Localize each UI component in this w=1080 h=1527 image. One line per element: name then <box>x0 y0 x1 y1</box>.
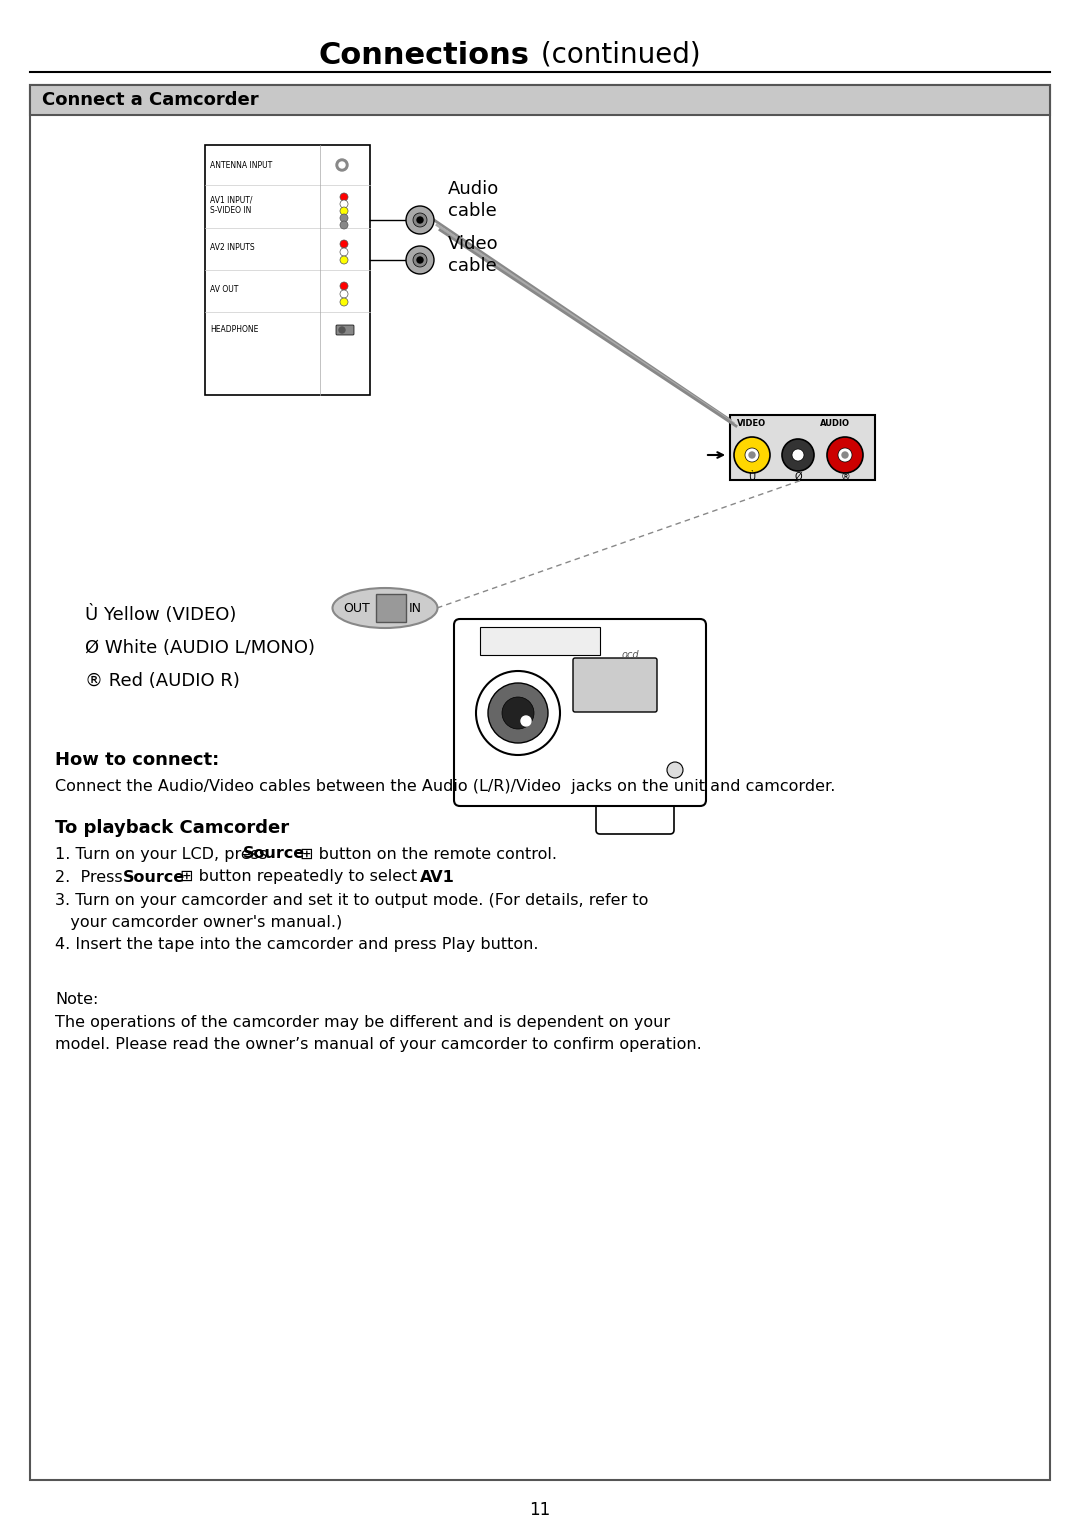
Circle shape <box>406 206 434 234</box>
FancyBboxPatch shape <box>454 618 706 806</box>
Circle shape <box>340 298 348 305</box>
Circle shape <box>842 452 848 458</box>
Text: OUT: OUT <box>343 602 370 614</box>
Circle shape <box>750 452 755 458</box>
Circle shape <box>502 696 534 728</box>
Text: AV OUT: AV OUT <box>210 286 239 295</box>
Text: (continued): (continued) <box>532 41 701 69</box>
Circle shape <box>340 214 348 221</box>
Text: Connect a Camcorder: Connect a Camcorder <box>42 92 258 108</box>
FancyBboxPatch shape <box>730 415 875 479</box>
Text: ⊞ button on the remote control.: ⊞ button on the remote control. <box>295 846 557 861</box>
Circle shape <box>667 762 683 777</box>
Circle shape <box>336 159 348 171</box>
FancyBboxPatch shape <box>596 747 674 834</box>
Text: VIDEO: VIDEO <box>738 418 767 428</box>
Text: 1. Turn on your LCD, press: 1. Turn on your LCD, press <box>55 846 272 861</box>
Circle shape <box>340 257 348 264</box>
Circle shape <box>782 438 814 470</box>
Text: Note:: Note: <box>55 993 98 1008</box>
Circle shape <box>339 327 345 333</box>
Text: The operations of the camcorder may be different and is dependent on your: The operations of the camcorder may be d… <box>55 1014 670 1029</box>
Circle shape <box>340 247 348 257</box>
Text: 11: 11 <box>529 1501 551 1519</box>
FancyBboxPatch shape <box>573 658 657 712</box>
Text: model. Please read the owner’s manual of your camcorder to confirm operation.: model. Please read the owner’s manual of… <box>55 1037 702 1052</box>
Text: Ù Yellow (VIDEO): Ù Yellow (VIDEO) <box>85 606 237 625</box>
Circle shape <box>792 449 804 461</box>
Text: 2.  Press: 2. Press <box>55 869 127 884</box>
Text: ocd: ocd <box>621 651 638 660</box>
Circle shape <box>838 447 852 463</box>
Text: ® Red (AUDIO R): ® Red (AUDIO R) <box>85 672 240 690</box>
Text: AUDIO: AUDIO <box>820 418 850 428</box>
FancyBboxPatch shape <box>205 145 370 395</box>
Circle shape <box>340 208 348 215</box>
Text: To playback Camcorder: To playback Camcorder <box>55 818 289 837</box>
Circle shape <box>734 437 770 473</box>
Text: AV1 INPUT/
S-VIDEO IN: AV1 INPUT/ S-VIDEO IN <box>210 195 253 215</box>
FancyBboxPatch shape <box>480 628 600 655</box>
Circle shape <box>521 716 531 725</box>
Text: Ø White (AUDIO L/MONO): Ø White (AUDIO L/MONO) <box>85 638 315 657</box>
Text: Video
cable: Video cable <box>448 235 499 275</box>
Circle shape <box>340 200 348 208</box>
Circle shape <box>340 282 348 290</box>
Circle shape <box>476 670 561 754</box>
Circle shape <box>413 253 427 267</box>
Text: ANTENNA INPUT: ANTENNA INPUT <box>210 160 272 169</box>
Circle shape <box>417 257 423 263</box>
Text: your camcorder owner's manual.): your camcorder owner's manual.) <box>55 915 342 930</box>
Circle shape <box>340 290 348 298</box>
Circle shape <box>339 162 345 168</box>
Text: AV2 INPUTS: AV2 INPUTS <box>210 243 255 252</box>
Circle shape <box>340 221 348 229</box>
Circle shape <box>488 683 548 744</box>
Circle shape <box>827 437 863 473</box>
Text: How to connect:: How to connect: <box>55 751 219 770</box>
Text: Ø: Ø <box>794 472 801 483</box>
Text: Connect the Audio/Video cables between the Audio (L/R)/Video  jacks on the unit : Connect the Audio/Video cables between t… <box>55 779 835 794</box>
Circle shape <box>417 217 423 223</box>
Ellipse shape <box>333 588 437 628</box>
FancyBboxPatch shape <box>30 86 1050 115</box>
Circle shape <box>745 447 759 463</box>
Text: ⊞ button repeatedly to select: ⊞ button repeatedly to select <box>175 869 422 884</box>
Text: 3. Turn on your camcorder and set it to output mode. (For details, refer to: 3. Turn on your camcorder and set it to … <box>55 892 648 907</box>
Circle shape <box>340 192 348 202</box>
Text: HEADPHONE: HEADPHONE <box>210 325 258 334</box>
Text: 4. Insert the tape into the camcorder and press Play button.: 4. Insert the tape into the camcorder an… <box>55 936 539 951</box>
Text: ®: ® <box>840 472 850 483</box>
Circle shape <box>340 240 348 247</box>
Text: Source: Source <box>243 846 306 861</box>
Text: Connections: Connections <box>319 41 530 70</box>
Text: Source: Source <box>123 869 186 884</box>
Text: Audio
cable: Audio cable <box>448 180 499 220</box>
Circle shape <box>406 246 434 273</box>
Circle shape <box>413 212 427 228</box>
FancyBboxPatch shape <box>376 594 406 621</box>
Text: .: . <box>448 869 454 884</box>
Text: IN: IN <box>408 602 421 614</box>
FancyBboxPatch shape <box>336 325 354 334</box>
Text: AV1: AV1 <box>420 869 455 884</box>
Text: Ù: Ù <box>748 472 756 483</box>
